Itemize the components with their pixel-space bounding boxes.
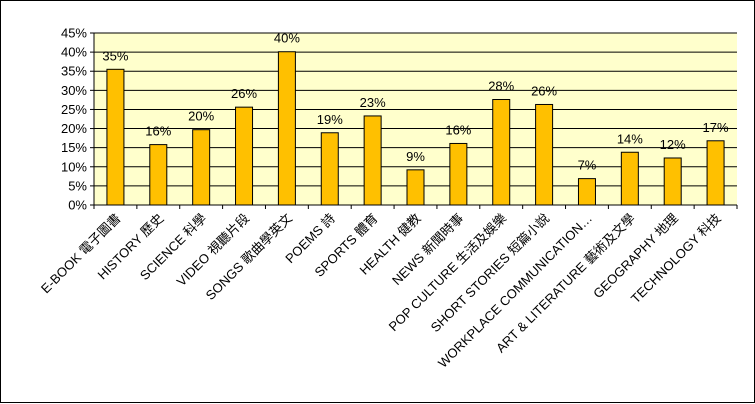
y-tick-label: 15% [61, 140, 87, 155]
bar [277, 51, 296, 206]
bar [149, 144, 168, 206]
category-label: E-BOOK 電子圖書 [38, 211, 124, 297]
bar [663, 157, 682, 206]
data-label: 16% [445, 122, 471, 137]
bar [577, 178, 596, 206]
data-label: 26% [231, 86, 257, 101]
bar [320, 132, 339, 206]
bar [620, 151, 639, 206]
category-label: WORKPLACE COMMUNICATION… [435, 211, 595, 371]
y-tick-label: 30% [61, 83, 87, 98]
data-label: 23% [360, 95, 386, 110]
data-label: 12% [660, 137, 686, 152]
y-tick-label: 25% [61, 102, 87, 117]
data-label: 7% [578, 158, 597, 173]
bar [492, 99, 511, 206]
data-label: 26% [531, 83, 557, 98]
data-label: 17% [703, 120, 729, 135]
y-tick-labels: 0% 5% 10% 15% 20% 25% 30% 35% 40% 45% [61, 26, 87, 213]
data-label: 28% [488, 79, 514, 94]
data-label: 20% [188, 109, 214, 124]
y-tick-label: 45% [61, 26, 87, 41]
y-tick-label: 20% [61, 121, 87, 136]
data-label: 9% [406, 149, 425, 164]
bar [449, 142, 468, 206]
data-label: 16% [145, 124, 171, 139]
bar [706, 140, 725, 206]
bar [235, 106, 254, 206]
data-label: 14% [617, 131, 643, 146]
y-tick-label: 35% [61, 64, 87, 79]
y-tick-label: 0% [68, 198, 87, 213]
bars [106, 51, 725, 206]
bar [406, 169, 425, 206]
y-tick-label: 5% [68, 178, 87, 193]
category-label: VIDEO 視聽片段 [174, 211, 253, 290]
data-label: 40% [274, 31, 300, 46]
data-labels: 35% 16% 20% 26% 40% 19% 23% 9% 16% 28% 26% 7% 14% 12%… [102, 31, 729, 173]
y-tick-label: 40% [61, 45, 87, 60]
data-label: 19% [317, 112, 343, 127]
data-label: 35% [102, 48, 128, 63]
bar [535, 103, 554, 206]
bar [106, 68, 125, 206]
y-tick-label: 10% [61, 159, 87, 174]
axes [90, 32, 738, 209]
bar [363, 115, 382, 206]
bar [192, 129, 211, 206]
